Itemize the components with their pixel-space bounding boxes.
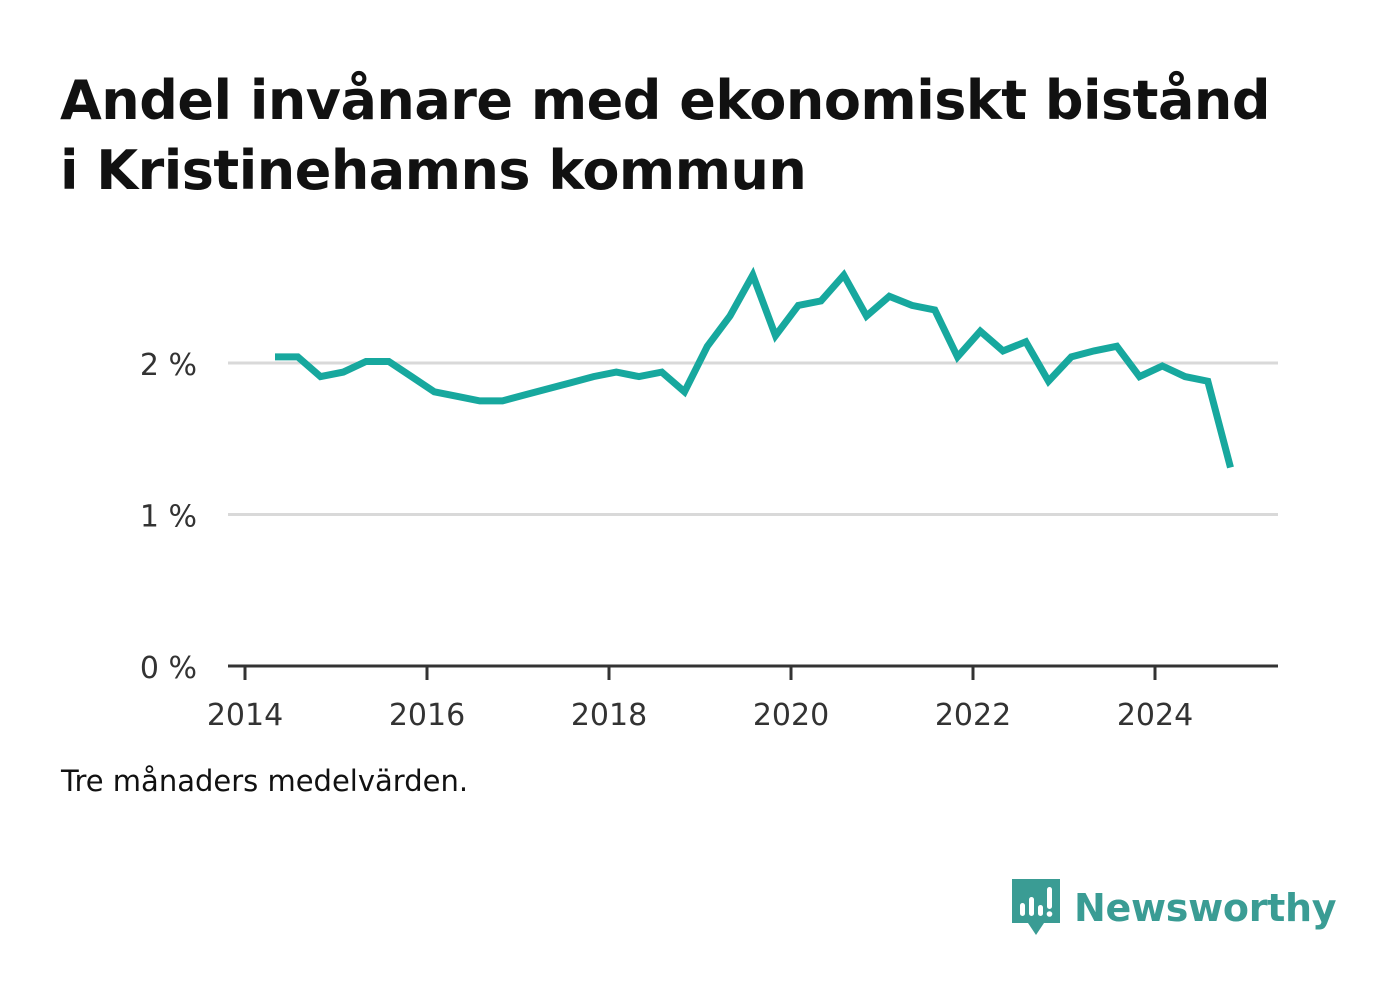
brand-name: Newsworthy	[1074, 886, 1337, 930]
gridlines	[228, 361, 1278, 516]
x-tick-label: 2016	[389, 698, 465, 733]
x-tick-label: 2018	[571, 698, 647, 733]
bar-chart-speech-bubble-icon	[1012, 879, 1060, 935]
series-line	[275, 266, 1234, 469]
x-tick-label: 2022	[935, 698, 1011, 733]
y-tick-label: 1 %	[140, 500, 197, 535]
y-tick-label: 2 %	[140, 348, 197, 383]
x-tick-label: 2020	[753, 698, 829, 733]
brand-logo[interactable]: Newsworthy	[1010, 876, 1337, 940]
y-tick-label: 0 %	[140, 651, 197, 686]
chart-note: Tre månaders medelvärden.	[61, 764, 469, 798]
series-layer	[275, 266, 1234, 469]
axes: 0 % 1 % 2 % 2014 2016 2018 2020 2022 2024	[140, 348, 1278, 733]
x-tick-label: 2024	[1117, 698, 1193, 733]
x-tick-label: 2014	[207, 698, 283, 733]
chart-title: Andel invånare med ekonomiskt bistånd i …	[60, 69, 1271, 202]
